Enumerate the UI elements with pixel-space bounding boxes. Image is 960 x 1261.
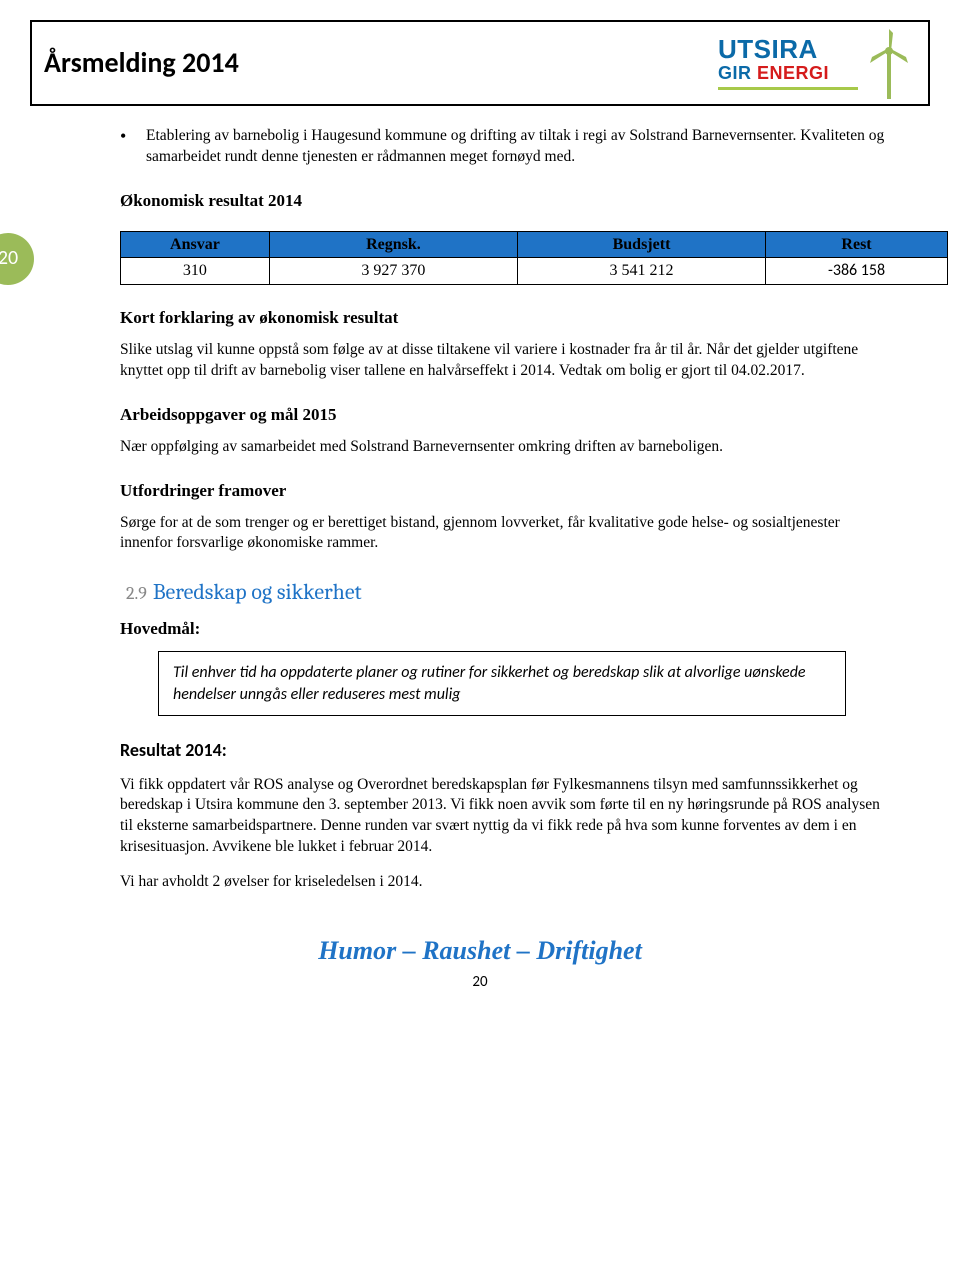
page-header: Årsmelding 2014 UTSIRA GIR ENERGI <box>30 20 930 106</box>
th-ansvar: Ansvar <box>121 231 270 258</box>
page-number: 20 <box>0 972 960 992</box>
economic-table: Ansvar Regnsk. Budsjett Rest 310 3 927 3… <box>120 231 948 285</box>
heading-section-29: 2.9 Beredskap og sikkerhet <box>126 578 892 608</box>
para-explanation: Slike utslag vil kunne oppstå som følge … <box>120 340 892 382</box>
th-budsjett: Budsjett <box>517 231 765 258</box>
para-result-1: Vi fikk oppdatert vår ROS analyse og Ove… <box>120 775 892 859</box>
section-title: Beredskap og sikkerhet <box>153 579 362 605</box>
logo-line2a: GIR <box>718 63 757 83</box>
heading-kort-forklaring: Kort forklaring av økonomisk resultat <box>120 307 892 330</box>
side-page-tab-label: 20 <box>0 233 34 285</box>
section-number: 2.9 <box>126 583 147 604</box>
footer-motto: Humor – Raushet – Driftighet <box>0 933 960 968</box>
page: Årsmelding 2014 UTSIRA GIR ENERGI <box>0 20 960 1022</box>
td-regnsk: 3 927 370 <box>269 258 517 285</box>
bullet-item: • Etablering av barnebolig i Haugesund k… <box>120 126 892 168</box>
td-ansvar: 310 <box>121 258 270 285</box>
td-rest: -386 158 <box>766 258 948 285</box>
bullet-text: Etablering av barnebolig i Haugesund kom… <box>146 126 892 168</box>
goal-box: Til enhver tid ha oppdaterte planer og r… <box>158 651 846 716</box>
heading-utfordringer: Utfordringer framover <box>120 480 892 503</box>
th-rest: Rest <box>766 231 948 258</box>
wind-turbine-icon <box>862 27 916 99</box>
logo-text: UTSIRA GIR ENERGI <box>718 36 858 89</box>
heading-arbeidsoppgaver: Arbeidsoppgaver og mål 2015 <box>120 404 892 427</box>
td-budsjett: 3 541 212 <box>517 258 765 285</box>
para-result-2: Vi har avholdt 2 øvelser for kriseledels… <box>120 872 892 893</box>
heading-hovedmal: Hovedmål: <box>120 618 892 641</box>
logo: UTSIRA GIR ENERGI <box>718 27 916 99</box>
heading-resultat-2014: Resultat 2014: <box>120 738 892 762</box>
economic-table-wrap: 20 Ansvar Regnsk. Budsjett Rest 310 3 92… <box>64 231 892 285</box>
table-header-row: Ansvar Regnsk. Budsjett Rest <box>121 231 948 258</box>
logo-underline <box>718 87 858 90</box>
para-utfordringer: Sørge for at de som trenger og er berett… <box>120 513 892 555</box>
logo-line1: UTSIRA <box>718 36 858 63</box>
side-page-tab: 20 <box>0 233 34 285</box>
th-regnsk: Regnsk. <box>269 231 517 258</box>
page-title: Årsmelding 2014 <box>44 44 239 82</box>
logo-line2: GIR ENERGI <box>718 64 858 83</box>
table-row: 310 3 927 370 3 541 212 -386 158 <box>121 258 948 285</box>
logo-line2b: ENERGI <box>757 63 829 83</box>
content-area: • Etablering av barnebolig i Haugesund k… <box>120 126 892 893</box>
para-arbeid: Nær oppfølging av samarbeidet med Solstr… <box>120 437 892 458</box>
heading-economic-result: Økonomisk resultat 2014 <box>120 190 892 213</box>
bullet-dot-icon: • <box>120 126 146 168</box>
